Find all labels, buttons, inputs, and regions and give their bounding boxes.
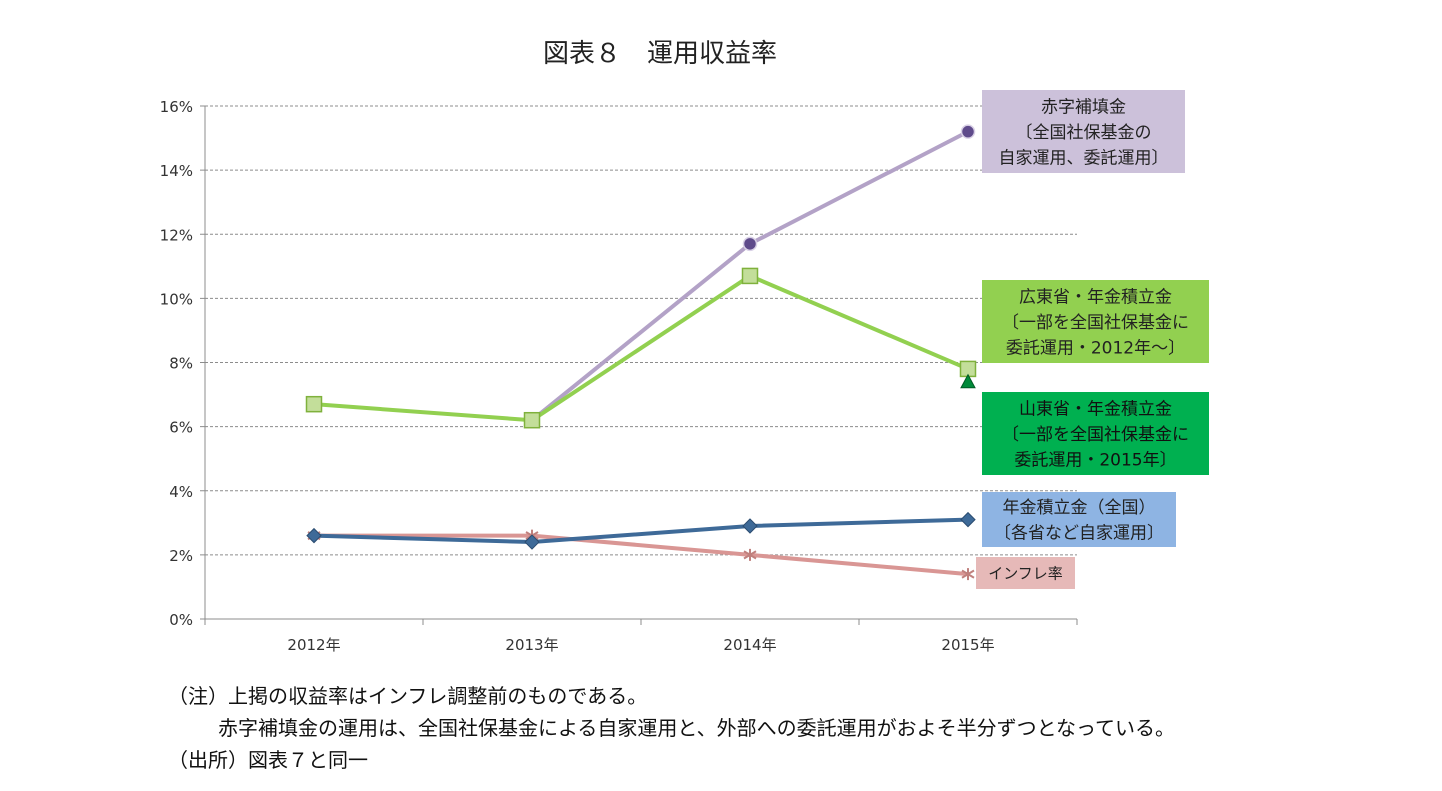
series-line — [314, 533, 969, 577]
series-layer — [305, 124, 977, 581]
legend-text: 自家運用、委託運用〕 — [999, 148, 1169, 168]
series-marker — [960, 511, 976, 528]
series-marker — [960, 373, 976, 389]
legend-box — [982, 492, 1176, 547]
note-line-1: （注）上掲の収益率はインフレ調整前のものである。 — [168, 684, 648, 708]
y-tick-label: 14% — [160, 162, 193, 180]
series-marker — [306, 527, 322, 544]
series-marker — [742, 518, 758, 534]
series-marker — [961, 568, 975, 581]
series-line — [313, 273, 969, 423]
y-tick-label: 0% — [169, 611, 193, 629]
legend-box — [976, 557, 1075, 589]
legend-text: 委託運用・2015年〕 — [1014, 450, 1176, 470]
legend-layer: 赤字補填金〔全国社保基金の自家運用、委託運用〕広東省・年金積立金〔一部を全国社保… — [976, 90, 1209, 589]
series-marker — [741, 267, 759, 285]
legend-label: インフレ率 — [976, 557, 1075, 589]
series-marker — [960, 124, 976, 139]
y-tick-label: 10% — [160, 290, 193, 308]
axes: 0% 2% 4% 6% 8% 10% 12% 14% 16% 2012年 2013年 2014年 201… — [160, 98, 1078, 654]
y-tick-label: 8% — [169, 355, 193, 373]
legend-box — [982, 392, 1209, 475]
series-line — [313, 517, 969, 545]
series — [306, 511, 976, 550]
series — [960, 373, 976, 389]
legend-text: 〔一部を全国社保基金に — [1002, 425, 1189, 445]
source-line: （出所）図表７と同一 — [168, 748, 368, 772]
legend-text: 〔全国社保基金の — [1016, 123, 1152, 143]
x-tick-label: 2012年 — [287, 636, 340, 654]
series — [305, 267, 977, 429]
x-tick-label: 2013年 — [505, 636, 558, 654]
chart-title: 図表８ 運用収益率 — [543, 39, 777, 69]
legend-text: 広東省・年金積立金 — [1019, 287, 1172, 307]
legend-text: インフレ率 — [988, 565, 1063, 583]
legend-label: 年金積立金（全国） 〔各省など自家運用〕 — [982, 492, 1176, 547]
series-marker — [742, 236, 758, 252]
grid — [205, 105, 1077, 556]
x-tick-label: 2015年 — [941, 636, 994, 654]
note-line-2: 赤字補填金の運用は、全国社保基金による自家運用と、外部への委託運用がおよそ半分ず… — [218, 716, 1175, 740]
y-tick-label: 4% — [169, 483, 193, 501]
legend-box — [982, 90, 1185, 173]
series-marker — [743, 548, 757, 561]
x-tick-label: 2014年 — [723, 636, 776, 654]
series-marker — [523, 411, 541, 429]
legend-text: 山東省・年金積立金 — [1019, 399, 1172, 419]
y-tick-label: 16% — [160, 98, 193, 116]
legend-text: 〔各省など自家運用〕 — [994, 524, 1164, 544]
legend-text: 赤字補填金 — [1041, 97, 1126, 117]
y-tick-label: 12% — [160, 226, 193, 244]
y-tick-label: 6% — [169, 419, 193, 437]
legend-box — [982, 280, 1209, 363]
series-marker — [305, 395, 323, 413]
legend-text: 〔一部を全国社保基金に — [1002, 313, 1189, 333]
y-tick-label: 2% — [169, 547, 193, 565]
legend-text: 委託運用・2012年～〕 — [1006, 338, 1185, 358]
series-marker — [524, 534, 540, 550]
legend-text: 年金積立金（全国） — [1003, 498, 1156, 518]
